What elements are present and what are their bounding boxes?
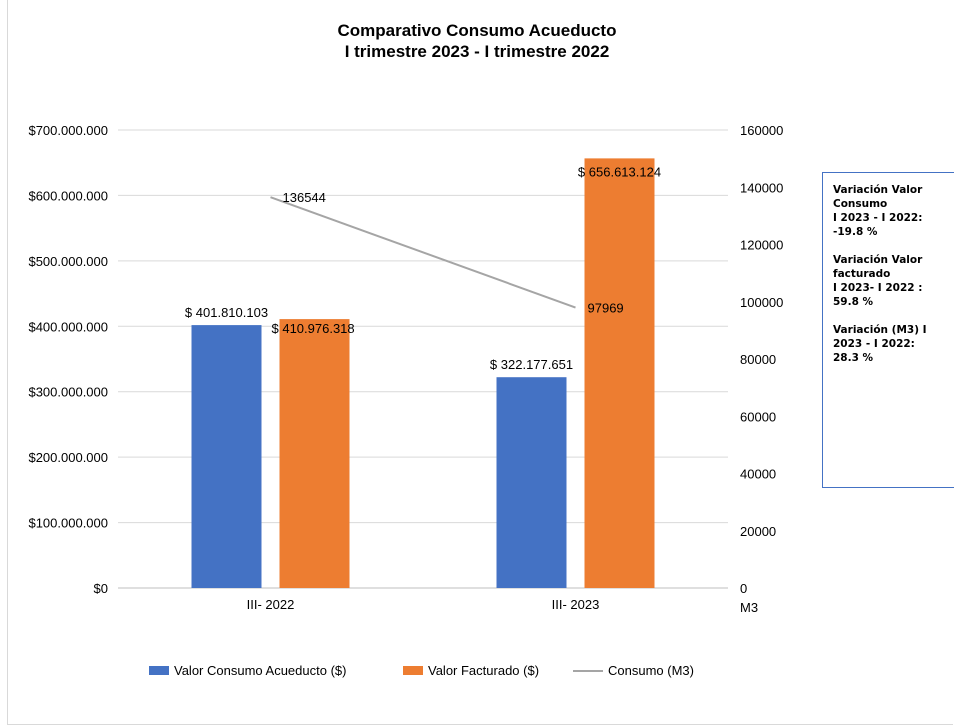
line-data-label: 97969 — [588, 301, 624, 316]
chart-legend: Valor Consumo Acueducto ($) Valor Factur… — [0, 663, 954, 683]
y-left-tick-label: $500.000.000 — [28, 254, 108, 269]
y-right-tick-label: 140000 — [740, 180, 783, 195]
y-left-tick-label: $0 — [94, 581, 108, 596]
y-right-tick-label: 60000 — [740, 409, 776, 424]
bar — [496, 377, 567, 588]
legend-swatch-blue — [149, 666, 169, 675]
chart-title: Comparativo Consumo Acueducto — [337, 21, 617, 40]
y-left-tick-label: $600.000.000 — [28, 188, 108, 203]
variation-note-box: Variación Valor Consumo I 2023 - I 2022:… — [822, 172, 954, 488]
bar — [584, 158, 655, 588]
bar-data-label: $ 401.810.103 — [185, 305, 268, 320]
line-series — [270, 196, 576, 309]
note-variacion-m3: Variación (M3) I 2023 - I 2022: 28.3 % — [833, 324, 927, 364]
y-left-tick-label: $700.000.000 — [28, 123, 108, 138]
x-tick-label: III- 2023 — [552, 597, 600, 612]
legend-swatch-orange — [403, 666, 423, 675]
chart-frame — [7, 0, 953, 725]
y-right-tick-label: 160000 — [740, 123, 783, 138]
y-left-tick-label: $300.000.000 — [28, 385, 108, 400]
bar — [279, 319, 350, 588]
bar — [191, 325, 262, 588]
note-variacion-consumo: Variación Valor Consumo I 2023 - I 2022:… — [833, 184, 923, 238]
bar-data-label: $ 322.177.651 — [490, 357, 573, 372]
y-right-tick-label: 20000 — [740, 524, 776, 539]
legend-swatch-line — [573, 669, 603, 672]
y-right-axis-label: M3 — [740, 600, 758, 615]
legend-item-valor-consumo: Valor Consumo Acueducto ($) — [149, 663, 346, 678]
bar-data-label: $ 656.613.124 — [578, 164, 661, 179]
y-right-tick-label: 80000 — [740, 352, 776, 367]
y-right-tick-label: 40000 — [740, 467, 776, 482]
chart-subtitle: I trimestre 2023 - I trimestre 2022 — [344, 42, 610, 61]
y-right-tick-label: 100000 — [740, 295, 783, 310]
note-variacion-facturado: Variación Valor facturado I 2023- I 2022… — [833, 254, 923, 308]
y-left-tick-label: $400.000.000 — [28, 319, 108, 334]
y-right-tick-label: 0 — [740, 581, 747, 596]
legend-label-consumo-m3: Consumo (M3) — [608, 663, 694, 678]
y-left-tick-label: $100.000.000 — [28, 516, 108, 531]
legend-item-consumo-m3: Consumo (M3) — [573, 663, 694, 678]
line-data-label: 136544 — [283, 190, 326, 205]
legend-label-valor-facturado: Valor Facturado ($) — [428, 663, 540, 678]
legend-label-valor-consumo: Valor Consumo Acueducto ($) — [174, 663, 347, 678]
x-tick-label: III- 2022 — [247, 597, 295, 612]
y-right-tick-label: 120000 — [740, 238, 783, 253]
bar-data-label: $ 410.976.318 — [272, 321, 355, 336]
legend-item-valor-facturado: Valor Facturado ($) — [403, 663, 539, 678]
y-left-tick-label: $200.000.000 — [28, 450, 108, 465]
